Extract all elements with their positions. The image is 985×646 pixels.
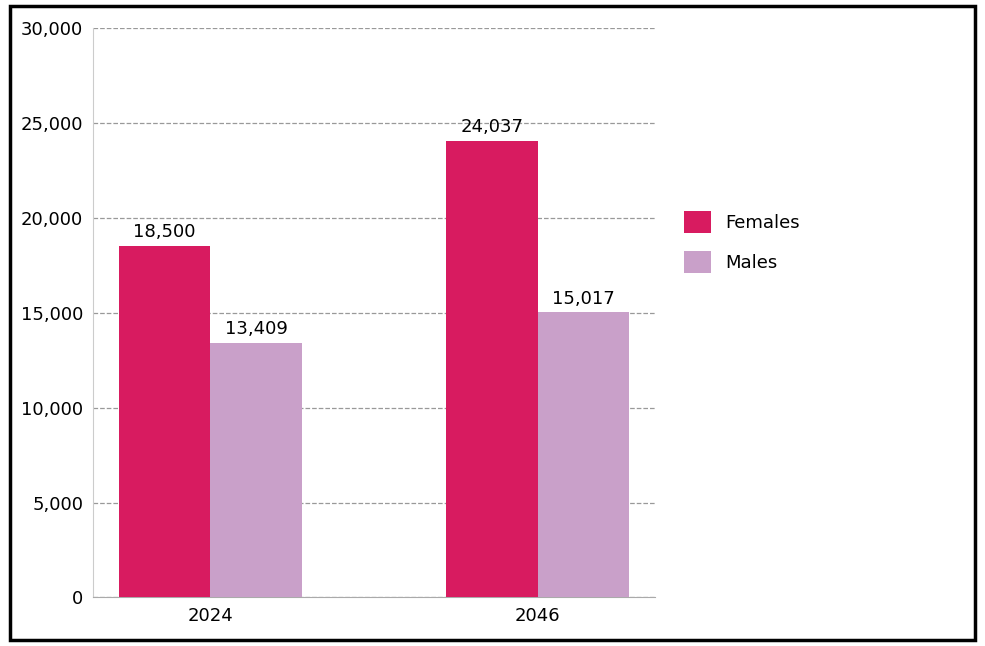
Legend: Females, Males: Females, Males: [670, 196, 815, 287]
Text: 18,500: 18,500: [133, 224, 196, 242]
Text: 24,037: 24,037: [460, 118, 523, 136]
Text: 15,017: 15,017: [552, 289, 615, 307]
Bar: [210, 343, 301, 598]
Text: 13,409: 13,409: [225, 320, 288, 338]
Bar: [538, 312, 629, 598]
Bar: [118, 246, 210, 598]
Bar: [446, 141, 538, 598]
